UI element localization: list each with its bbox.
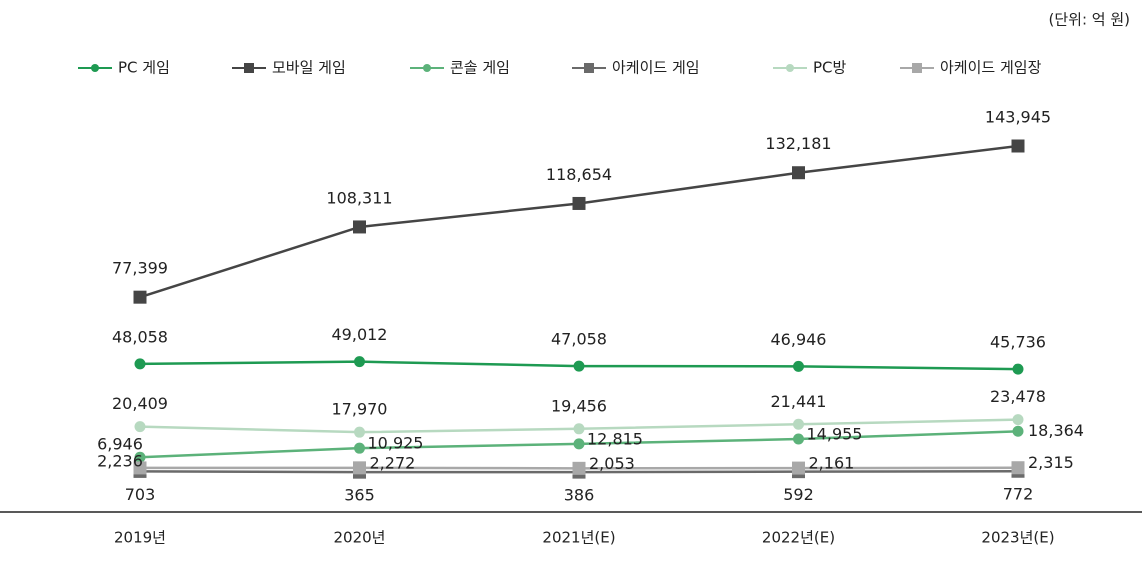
point xyxy=(1012,425,1024,437)
data-label: 592 xyxy=(783,485,814,504)
legend-label: 모바일 게임 xyxy=(272,59,346,77)
x-tick-label: 2020년 xyxy=(334,529,386,547)
data-label: 2,236 xyxy=(97,451,143,470)
data-label: 132,181 xyxy=(765,134,831,153)
x-tick-label: 2019년 xyxy=(114,529,166,547)
data-label: 47,058 xyxy=(551,330,607,349)
point xyxy=(354,426,365,438)
point xyxy=(792,166,805,180)
legend-marker xyxy=(244,63,254,73)
point xyxy=(573,438,585,450)
data-label: 77,399 xyxy=(112,259,168,278)
point xyxy=(353,461,366,475)
legend-marker xyxy=(584,63,594,73)
point xyxy=(1011,139,1025,153)
data-label: 118,654 xyxy=(546,165,612,184)
data-label: 49,012 xyxy=(332,325,388,344)
data-label: 2,315 xyxy=(1028,453,1074,472)
x-tick-label: 2021년(E) xyxy=(542,529,615,547)
point xyxy=(354,356,365,368)
point xyxy=(1012,414,1024,426)
data-label: 48,058 xyxy=(112,327,168,346)
data-label: 108,311 xyxy=(326,188,392,207)
data-label: 18,364 xyxy=(1028,421,1084,440)
data-label: 19,456 xyxy=(551,396,607,415)
legend-label: 아케이드 게임장 xyxy=(940,59,1042,77)
point xyxy=(573,423,585,435)
data-label: 14,955 xyxy=(807,425,863,444)
data-label: 703 xyxy=(125,485,156,504)
data-label: 365 xyxy=(344,486,375,505)
x-tick-label: 2023년(E) xyxy=(981,529,1054,547)
data-label: 386 xyxy=(564,486,595,505)
data-label: 17,970 xyxy=(332,400,388,419)
point xyxy=(793,360,804,372)
data-label: 21,441 xyxy=(771,392,827,411)
point xyxy=(793,433,804,445)
point xyxy=(792,461,805,475)
legend-label: 콘솔 게임 xyxy=(450,59,510,77)
data-label: 2,272 xyxy=(370,453,416,472)
data-label: 45,736 xyxy=(990,333,1046,352)
point xyxy=(1012,363,1024,375)
data-label: 6,946 xyxy=(97,435,143,454)
legend-marker xyxy=(91,64,99,72)
point xyxy=(353,220,366,234)
point xyxy=(572,196,586,210)
data-label: 2,053 xyxy=(589,454,635,473)
data-label: 46,946 xyxy=(771,330,827,349)
legend-label: PC방 xyxy=(813,59,847,77)
data-label: 12,815 xyxy=(587,429,643,448)
legend-label: 아케이드 게임 xyxy=(612,59,700,77)
point xyxy=(134,358,146,370)
data-label: 23,478 xyxy=(990,387,1046,406)
data-label: 2,161 xyxy=(809,454,855,473)
legend-marker xyxy=(912,63,922,73)
point xyxy=(133,290,147,304)
point xyxy=(793,418,804,430)
x-tick-label: 2022년(E) xyxy=(762,529,835,547)
data-label: 143,945 xyxy=(985,108,1051,127)
point xyxy=(354,442,365,454)
data-label: 10,925 xyxy=(368,434,424,453)
point xyxy=(134,421,146,433)
data-label: 20,409 xyxy=(112,394,168,413)
point xyxy=(134,451,146,463)
legend-marker xyxy=(423,64,431,72)
point xyxy=(1011,461,1025,475)
unit-note: (단위: 억 원) xyxy=(1049,11,1131,29)
legend-marker xyxy=(786,64,794,72)
data-label: 772 xyxy=(1003,485,1034,504)
point xyxy=(133,461,147,475)
point xyxy=(572,461,586,475)
legend-label: PC 게임 xyxy=(118,59,170,77)
point xyxy=(573,360,585,372)
